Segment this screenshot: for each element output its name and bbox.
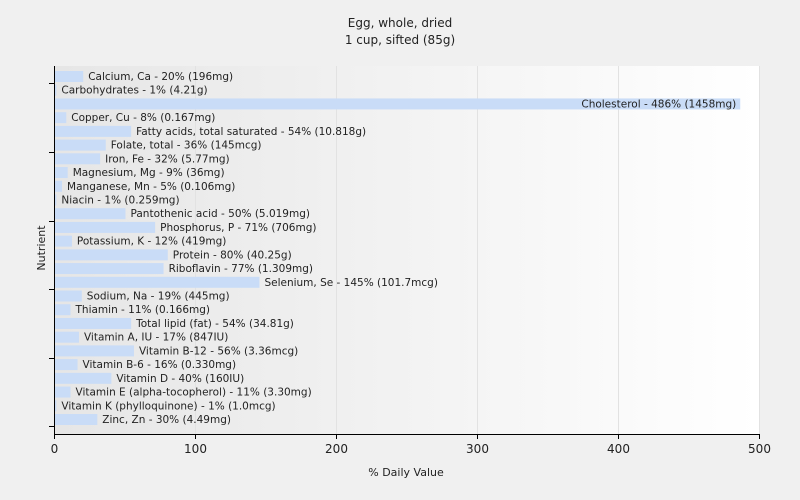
bar: [55, 208, 126, 220]
bar: [55, 125, 132, 137]
bar-label: Phosphorus, P - 71% (706mg): [160, 222, 316, 234]
x-tick-label: 500: [748, 442, 771, 456]
bar-label: Niacin - 1% (0.259mg): [61, 194, 179, 206]
bar-label: Cholesterol - 486% (1458mg): [581, 98, 736, 110]
bar: [55, 414, 98, 425]
bar: [55, 180, 63, 192]
bar: [55, 249, 168, 261]
bar: [55, 235, 72, 247]
bar-label: Vitamin A, IU - 17% (847IU): [84, 332, 228, 344]
grid-lines: [195, 66, 760, 434]
axes: 0 100 200 300 400 500: [49, 66, 771, 456]
bar: [55, 317, 132, 329]
bar-label: Iron, Fe - 32% (5.77mg): [105, 153, 229, 165]
bar-label: Pantothenic acid - 50% (5.019mg): [131, 208, 310, 220]
bar: [55, 400, 57, 412]
bars: Calcium, Ca - 20% (196mg) Carbohydrates -…: [55, 71, 741, 426]
bar-label: Calcium, Ca - 20% (196mg): [88, 71, 233, 83]
bar-label: Riboflavin - 77% (1.309mg): [169, 263, 313, 275]
bar: [55, 71, 84, 82]
x-axis-title: % Daily Value: [368, 466, 444, 479]
x-tick-label: 300: [466, 442, 489, 456]
bar: [55, 331, 79, 343]
bar-label: Manganese, Mn - 5% (0.106mg): [67, 181, 235, 193]
bar-label: Potassium, K - 12% (419mg): [77, 236, 227, 248]
bar: [55, 167, 68, 179]
plot-area: [54, 66, 759, 434]
bar-label: Magnesium, Mg - 9% (36mg): [73, 167, 225, 179]
bar-label: Thiamin - 11% (0.166mg): [75, 304, 211, 316]
chart-subtitle: 1 cup, sifted (85g): [345, 33, 455, 47]
bar-label: Carbohydrates - 1% (4.21g): [61, 85, 207, 97]
bar-label: Vitamin E (alpha-tocopherol) - 11% (3.30…: [76, 387, 312, 399]
bar: [55, 194, 57, 206]
bar-label: Selenium, Se - 145% (101.7mcg): [264, 277, 438, 289]
bar: [55, 290, 82, 302]
bar-label: Vitamin B-6 - 16% (0.330mg): [83, 359, 237, 371]
bar: [55, 359, 78, 371]
bar-label: Zinc, Zn - 30% (4.49mg): [102, 414, 231, 426]
bar: [55, 263, 164, 275]
bar-label: Total lipid (fat) - 54% (34.81g): [135, 318, 294, 330]
y-axis-title: Nutrient: [35, 225, 48, 271]
bar: [55, 153, 101, 165]
bar-label: Copper, Cu - 8% (0.167mg): [71, 112, 215, 124]
bar: [55, 139, 106, 151]
bar-label: Vitamin B-12 - 56% (3.36mcg): [139, 345, 298, 357]
bar-label: Protein - 80% (40.25g): [173, 249, 292, 261]
bar: [55, 304, 71, 316]
bar-label: Fatty acids, total saturated - 54% (10.8…: [136, 126, 366, 138]
bar: [55, 372, 112, 384]
bar: [55, 345, 134, 357]
x-tick-label: 100: [184, 442, 207, 456]
x-tick-label: 200: [325, 442, 348, 456]
bar: [55, 276, 260, 288]
bar: [55, 386, 71, 398]
bar: [55, 112, 67, 124]
x-tick-label: 0: [51, 442, 59, 456]
bar: [55, 84, 57, 96]
bar-label: Vitamin D - 40% (160IU): [116, 373, 244, 385]
bar-label: Sodium, Na - 19% (445mg): [87, 291, 230, 303]
x-tick-label: 400: [607, 442, 630, 456]
bar: [55, 221, 156, 233]
bar-label: Folate, total - 36% (145mcg): [111, 140, 262, 152]
bar-label: Vitamin K (phylloquinone) - 1% (1.0mcg): [61, 400, 275, 412]
chart-title: Egg, whole, dried: [348, 16, 452, 30]
bar: [55, 98, 741, 110]
